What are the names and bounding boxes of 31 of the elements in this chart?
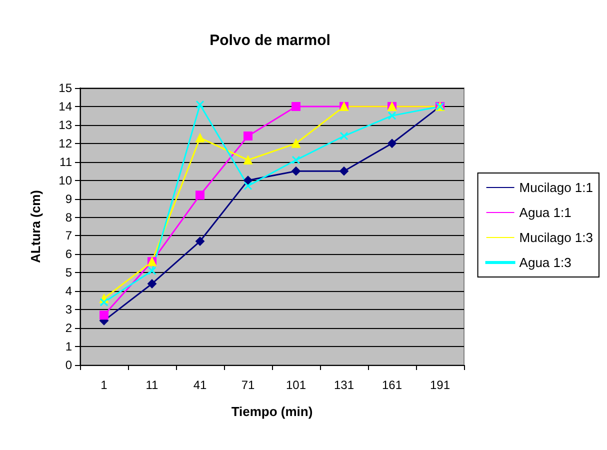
chart-title: Polvo de marmol — [210, 32, 330, 49]
y-tick-label: 9 — [65, 192, 72, 206]
y-tick-label: 5 — [65, 266, 72, 280]
y-tick-label: 8 — [65, 210, 72, 224]
x-tick-label: 131 — [334, 378, 354, 392]
legend-label: Agua 1:3 — [519, 255, 572, 270]
x-tick-label: 11 — [146, 378, 159, 392]
x-tick-label: 71 — [241, 378, 255, 392]
y-tick-label: 10 — [58, 173, 72, 188]
y-tick-label: 15 — [58, 81, 72, 95]
y-axis-title: ALtura (cm) — [28, 190, 43, 263]
y-tick-label: 1 — [65, 340, 72, 354]
x-tick-label: 191 — [430, 378, 450, 392]
x-tick-label: 101 — [286, 378, 306, 392]
y-tick-label: 0 — [65, 358, 72, 372]
y-tick-label: 11 — [60, 154, 72, 169]
legend-label: Mucilago 1:3 — [519, 230, 594, 245]
y-tick-label: 12 — [58, 136, 72, 150]
x-tick-label: 1 — [100, 378, 108, 392]
y-tick-label: 14 — [58, 99, 72, 114]
y-tick-label: 2 — [65, 321, 72, 336]
y-tick-label: 13 — [58, 118, 72, 132]
y-tick-label: 7 — [65, 228, 72, 243]
x-tick-label: 41 — [193, 378, 207, 392]
y-tick-label: 6 — [65, 247, 72, 262]
y-tick-label: 4 — [65, 284, 72, 298]
legend-label: Mucilago 1:1 — [519, 180, 594, 195]
y-tick-label: 3 — [65, 302, 72, 317]
legend-label: Agua 1:1 — [519, 205, 572, 220]
x-tick-label: 161 — [382, 378, 402, 392]
x-axis-title: Tiempo (min) — [231, 404, 313, 419]
